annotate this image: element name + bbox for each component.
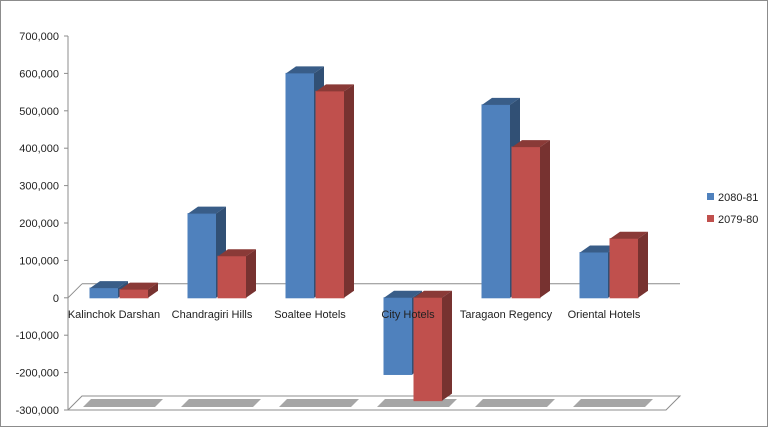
bar-side <box>148 282 158 298</box>
y-tick-label: 200,000 <box>19 218 59 230</box>
floor-tile <box>573 399 653 407</box>
y-tick-label: 600,000 <box>19 68 59 80</box>
bar-top <box>482 97 520 105</box>
bar-top <box>384 290 422 298</box>
bar-front <box>315 90 345 299</box>
y-tick-label: -300,000 <box>16 405 59 417</box>
legend-swatch <box>707 215 714 222</box>
bar-top <box>90 281 128 289</box>
bar-2079-80 <box>413 290 452 402</box>
bar-top <box>580 245 618 253</box>
bar-front <box>511 146 541 299</box>
category-label: Oriental Hotels <box>568 309 641 321</box>
bar-front <box>481 104 511 299</box>
y-tick-label: 500,000 <box>19 106 59 118</box>
bar-side <box>638 231 648 298</box>
category-label: Kalinchok Darshan <box>68 309 160 321</box>
bar-2079-80 <box>315 84 354 299</box>
bar-top <box>414 290 452 298</box>
y-tick-label: -100,000 <box>16 330 59 342</box>
bar-side <box>540 140 550 298</box>
y-tick-label: -200,000 <box>16 368 59 380</box>
bar-front <box>285 72 315 299</box>
bar-2079-80 <box>609 231 648 299</box>
y-tick-label: 0 <box>53 293 59 305</box>
floor-tile <box>475 399 555 407</box>
floor-tile <box>83 399 163 407</box>
category-label: Soaltee Hotels <box>274 309 346 321</box>
legend-swatch <box>707 193 714 200</box>
bar-front <box>609 238 639 299</box>
category-label: Taragaon Regency <box>460 309 553 321</box>
y-tick-label: 400,000 <box>19 143 59 155</box>
bar-front <box>119 289 149 299</box>
bar-top <box>286 66 324 74</box>
legend-label: 2079-80 <box>718 214 758 226</box>
bar-side <box>246 249 256 298</box>
bar-2079-80 <box>511 140 550 299</box>
floor-tile <box>181 399 261 407</box>
bar-2079-80 <box>119 282 158 299</box>
bar-top <box>316 84 354 92</box>
bar-top <box>188 206 226 214</box>
bar-front <box>89 287 119 299</box>
floor-tile <box>279 399 359 407</box>
bar-front <box>383 297 413 375</box>
y-tick-label: 300,000 <box>19 181 59 193</box>
bar-side <box>442 290 452 401</box>
bar-top <box>610 231 648 239</box>
bar-front <box>579 252 609 299</box>
bar-front <box>187 213 217 299</box>
y-tick-label: 100,000 <box>19 255 59 267</box>
bar-front <box>217 255 247 299</box>
y-tick-label: 700,000 <box>19 31 59 43</box>
category-label: City Hotels <box>381 309 435 321</box>
bar-side <box>344 84 354 298</box>
legend-label: 2080-81 <box>718 192 758 204</box>
bar-top <box>120 282 158 290</box>
category-label: Chandragiri Hills <box>172 309 253 321</box>
bar-2079-80 <box>217 249 256 299</box>
zero-line-depth <box>67 283 83 299</box>
bar-top <box>218 249 256 257</box>
bar-top <box>512 140 550 148</box>
